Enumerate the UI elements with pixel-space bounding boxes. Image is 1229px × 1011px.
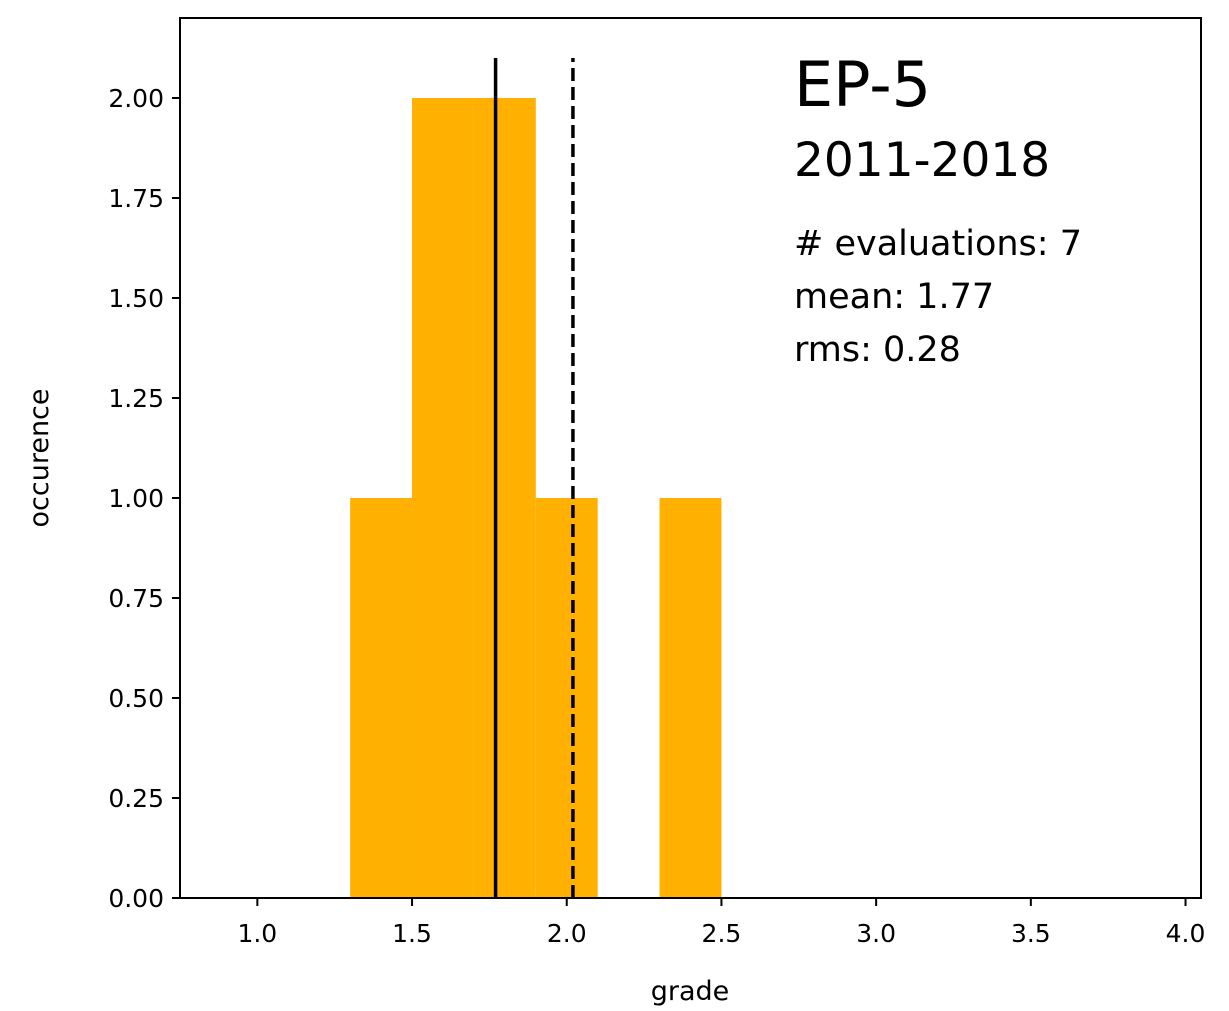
histogram-bar-1 bbox=[412, 98, 474, 898]
y-tick-label-6: 1.50 bbox=[108, 284, 164, 313]
histogram-bar-0 bbox=[350, 498, 413, 898]
x-tick-label-2: 2.0 bbox=[547, 919, 587, 948]
x-tick-label-5: 3.5 bbox=[1011, 919, 1051, 948]
annotation-evaluations: # evaluations: 7 bbox=[794, 224, 1082, 264]
annotation-rms: rms: 0.28 bbox=[794, 330, 961, 370]
annotation-title: EP-5 bbox=[794, 48, 931, 121]
x-tick-label-4: 3.0 bbox=[856, 919, 896, 948]
reference-lines-group bbox=[493, 58, 575, 898]
y-tick-label-8: 2.00 bbox=[108, 84, 164, 113]
y-axis-label: occurence bbox=[24, 388, 55, 527]
x-tick-label-0: 1.0 bbox=[237, 919, 277, 948]
plot-area-frame bbox=[179, 17, 1202, 899]
histogram-bar-2 bbox=[473, 98, 536, 898]
annotation-subtitle: 2011-2018 bbox=[794, 133, 1050, 188]
histogram-bar-5 bbox=[659, 498, 722, 898]
histogram-bar-3 bbox=[535, 498, 598, 898]
y-axis-ticks: 0.00 0.25 0.50 0.75 1.00 1.25 1.50 1.75 2.00 bbox=[108, 84, 180, 913]
bars-group bbox=[350, 98, 722, 898]
y-tick-label-4: 1.00 bbox=[108, 484, 164, 513]
y-tick-label-5: 1.25 bbox=[108, 384, 164, 413]
x-tick-label-6: 4.0 bbox=[1166, 919, 1206, 948]
y-tick-label-7: 1.75 bbox=[108, 184, 164, 213]
y-tick-label-0: 0.00 bbox=[108, 884, 164, 913]
x-tick-label-3: 2.5 bbox=[702, 919, 742, 948]
x-axis-label: grade bbox=[651, 976, 730, 1007]
annotation-mean: mean: 1.77 bbox=[794, 277, 994, 317]
x-axis-ticks: 1.0 1.5 2.0 2.5 3.0 3.5 4.0 bbox=[237, 898, 1205, 948]
y-tick-label-3: 0.75 bbox=[108, 584, 164, 613]
y-tick-label-1: 0.25 bbox=[108, 784, 164, 813]
y-tick-label-2: 0.50 bbox=[108, 684, 164, 713]
x-tick-label-1: 1.5 bbox=[392, 919, 432, 948]
